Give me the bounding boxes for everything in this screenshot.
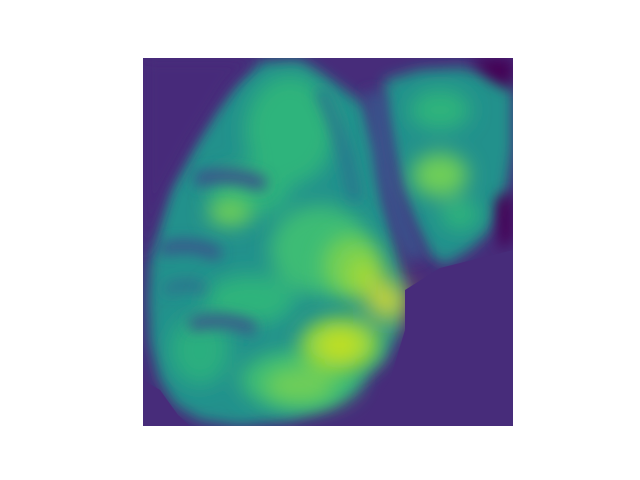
dark-gap [365,90,425,262]
dark-corner [470,58,513,250]
outside-region [143,58,513,426]
dark-folds [158,87,360,336]
secondary-highlights [410,90,480,230]
yellow-hotspots [315,255,406,360]
